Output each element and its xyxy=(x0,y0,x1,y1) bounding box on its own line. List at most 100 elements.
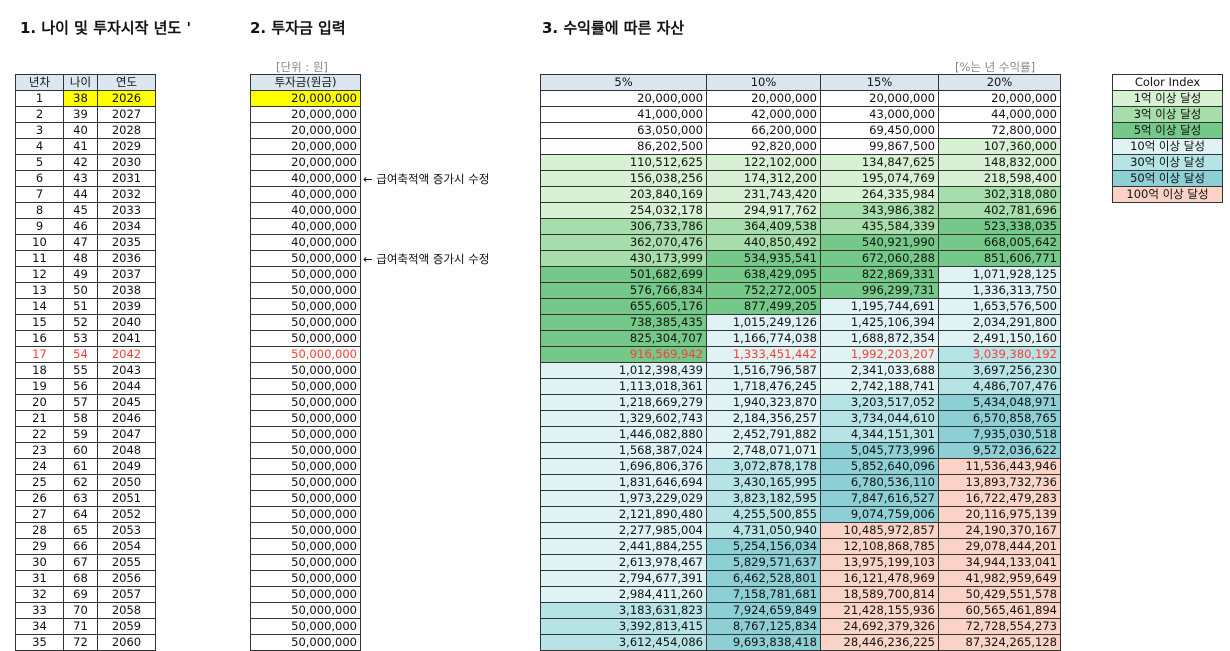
value-cell: 3,612,454,086 xyxy=(540,634,707,651)
annotation: ← 급여축적액 증가시 수정 xyxy=(363,252,490,266)
input-cell: 40,000,000 xyxy=(250,234,361,251)
value-cell: 1,113,018,361 xyxy=(540,378,707,395)
input-cell: 20,000,000 xyxy=(250,106,361,123)
value-cell: 24,692,379,326 xyxy=(820,618,939,635)
value-cell: 2,794,677,391 xyxy=(540,570,707,587)
value-cell: 1,336,313,750 xyxy=(938,282,1061,299)
value-cell: 13,893,732,736 xyxy=(938,474,1061,491)
value-cell: 1,015,249,126 xyxy=(706,314,821,331)
table-cell: 13 xyxy=(15,282,64,299)
table-cell: 54 xyxy=(63,346,98,363)
annotation: ← 급여축적액 증가시 수정 xyxy=(363,172,490,186)
value-cell: 2,491,150,160 xyxy=(938,330,1061,347)
value-cell: 294,917,762 xyxy=(706,202,821,219)
table-cell: 2 xyxy=(15,106,64,123)
value-cell: 1,166,774,038 xyxy=(706,330,821,347)
table-cell: 2055 xyxy=(97,554,156,571)
value-cell: 16,121,478,969 xyxy=(820,570,939,587)
value-cell: 1,653,576,500 xyxy=(938,298,1061,315)
value-cell: 13,975,199,103 xyxy=(820,554,939,571)
value-cell: 364,409,538 xyxy=(706,218,821,235)
value-cell: 41,982,959,649 xyxy=(938,570,1061,587)
value-cell: 916,569,942 xyxy=(540,346,707,363)
table-cell: 32 xyxy=(15,586,64,603)
table-cell: 58 xyxy=(63,410,98,427)
table-cell: 2052 xyxy=(97,506,156,523)
value-cell: 576,766,834 xyxy=(540,282,707,299)
value-cell: 203,840,169 xyxy=(540,186,707,203)
legend-item: 10억 이상 달성 xyxy=(1112,138,1223,155)
table-cell: 2059 xyxy=(97,618,156,635)
table-cell: 57 xyxy=(63,394,98,411)
value-cell: 996,299,731 xyxy=(820,282,939,299)
table-cell: 2040 xyxy=(97,314,156,331)
value-cell: 2,984,411,260 xyxy=(540,586,707,603)
value-cell: 1,425,106,394 xyxy=(820,314,939,331)
table-cell: 2054 xyxy=(97,538,156,555)
header-cell: 5% xyxy=(540,74,707,91)
input-cell: 50,000,000 xyxy=(250,554,361,571)
value-cell: 1,071,928,125 xyxy=(938,266,1061,283)
input-cell: 20,000,000 xyxy=(250,138,361,155)
value-cell: 254,032,178 xyxy=(540,202,707,219)
table-cell: 2030 xyxy=(97,154,156,171)
value-cell: 66,200,000 xyxy=(706,122,821,139)
table-cell: 1 xyxy=(15,90,64,107)
value-cell: 2,277,985,004 xyxy=(540,522,707,539)
value-cell: 42,000,000 xyxy=(706,106,821,123)
value-cell: 2,742,188,741 xyxy=(820,378,939,395)
value-cell: 3,039,380,192 xyxy=(938,346,1061,363)
value-cell: 2,452,791,882 xyxy=(706,426,821,443)
value-cell: 218,598,400 xyxy=(938,170,1061,187)
input-cell: 20,000,000 xyxy=(250,154,361,171)
value-cell: 1,940,323,870 xyxy=(706,394,821,411)
value-cell: 501,682,699 xyxy=(540,266,707,283)
input-cell: 50,000,000 xyxy=(250,538,361,555)
value-cell: 7,158,781,681 xyxy=(706,586,821,603)
legend-item: 50억 이상 달성 xyxy=(1112,170,1223,187)
value-cell: 3,203,517,052 xyxy=(820,394,939,411)
input-cell: 50,000,000 xyxy=(250,570,361,587)
table-cell: 2043 xyxy=(97,362,156,379)
table-cell: 6 xyxy=(15,170,64,187)
value-cell: 10,485,972,857 xyxy=(820,522,939,539)
input-cell: 40,000,000 xyxy=(250,218,361,235)
table-cell: 7 xyxy=(15,186,64,203)
value-cell: 4,344,151,301 xyxy=(820,426,939,443)
value-cell: 2,748,071,071 xyxy=(706,442,821,459)
table-cell: 72 xyxy=(63,634,98,651)
table-cell: 67 xyxy=(63,554,98,571)
table-cell: 2048 xyxy=(97,442,156,459)
table-cell: 2042 xyxy=(97,346,156,363)
value-cell: 134,847,625 xyxy=(820,154,939,171)
value-cell: 3,072,878,178 xyxy=(706,458,821,475)
table-cell: 2028 xyxy=(97,122,156,139)
value-cell: 8,767,125,834 xyxy=(706,618,821,635)
header-cell: 년차 xyxy=(15,74,64,91)
value-cell: 86,202,500 xyxy=(540,138,707,155)
input-cell: 50,000,000 xyxy=(250,282,361,299)
value-cell: 9,693,838,418 xyxy=(706,634,821,651)
value-cell: 822,869,331 xyxy=(820,266,939,283)
value-cell: 7,935,030,518 xyxy=(938,426,1061,443)
input-cell: 50,000,000 xyxy=(250,634,361,651)
input-cell: 50,000,000 xyxy=(250,602,361,619)
header-cell: 20% xyxy=(938,74,1061,91)
input-cell: 50,000,000 xyxy=(250,458,361,475)
value-cell: 50,429,551,578 xyxy=(938,586,1061,603)
table-cell: 2033 xyxy=(97,202,156,219)
value-cell: 7,847,616,527 xyxy=(820,490,939,507)
value-cell: 4,255,500,855 xyxy=(706,506,821,523)
table-cell: 22 xyxy=(15,426,64,443)
value-cell: 2,184,356,257 xyxy=(706,410,821,427)
value-cell: 1,696,806,376 xyxy=(540,458,707,475)
value-cell: 3,823,182,595 xyxy=(706,490,821,507)
input-cell: 50,000,000 xyxy=(250,586,361,603)
unit-note: [단위 : 원] xyxy=(276,60,328,74)
table-cell: 44 xyxy=(63,186,98,203)
value-cell: 1,568,387,024 xyxy=(540,442,707,459)
input-cell: 50,000,000 xyxy=(250,490,361,507)
heading: 3. 수익률에 따른 자산 xyxy=(542,19,685,37)
table-cell: 2051 xyxy=(97,490,156,507)
table-cell: 49 xyxy=(63,266,98,283)
